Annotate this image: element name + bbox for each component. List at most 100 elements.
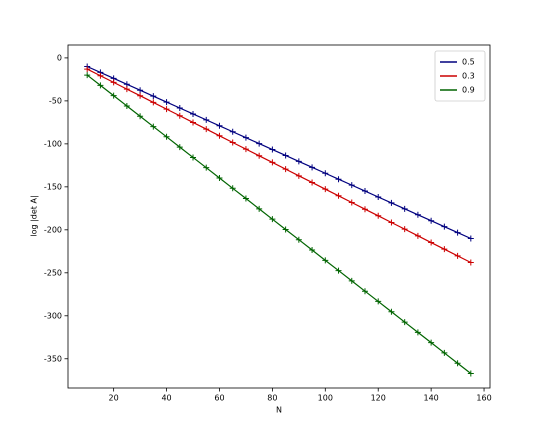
point-marker: [467, 259, 474, 266]
point-marker: [322, 186, 329, 193]
y-tick-label: -150: [44, 182, 62, 191]
point-marker: [414, 211, 421, 218]
point-marker: [348, 277, 355, 284]
point-marker: [467, 235, 474, 242]
point-marker: [229, 185, 236, 192]
point-marker: [203, 164, 210, 171]
y-tick-label: -250: [44, 268, 62, 277]
point-marker: [282, 226, 289, 233]
series-line: [86, 74, 472, 374]
point-marker: [256, 140, 263, 147]
point-marker: [97, 82, 104, 89]
y-tick-label: 0: [57, 53, 62, 62]
point-marker: [216, 174, 223, 181]
point-marker: [388, 199, 395, 206]
point-marker: [414, 329, 421, 336]
legend-label: 0.3: [462, 72, 475, 81]
series-line: [86, 65, 472, 240]
point-marker: [295, 236, 302, 243]
point-marker: [295, 172, 302, 179]
point-marker: [163, 99, 170, 106]
point-marker: [163, 106, 170, 113]
point-marker: [348, 182, 355, 189]
point-marker: [269, 216, 276, 223]
point-marker: [428, 339, 435, 346]
point-marker: [401, 319, 408, 326]
x-tick-label: 80: [267, 394, 277, 403]
point-marker: [84, 66, 91, 73]
point-marker: [216, 122, 223, 129]
y-tick-label: -100: [44, 139, 62, 148]
point-marker: [375, 193, 382, 200]
point-marker: [309, 164, 316, 171]
x-tick-label: 140: [423, 394, 438, 403]
point-marker: [388, 219, 395, 226]
series-line: [86, 68, 472, 264]
point-marker: [163, 133, 170, 140]
point-marker: [401, 226, 408, 233]
x-tick-label: 160: [476, 394, 491, 403]
point-marker: [361, 188, 368, 195]
point-marker: [375, 298, 382, 305]
point-marker: [309, 247, 316, 254]
y-tick-label: -300: [44, 311, 62, 320]
point-marker: [190, 110, 197, 117]
point-marker: [322, 170, 329, 177]
point-marker: [150, 99, 157, 106]
point-marker: [335, 192, 342, 199]
y-tick-label: -200: [44, 225, 62, 234]
point-marker: [454, 252, 461, 259]
point-marker: [335, 267, 342, 274]
legend-box: [434, 50, 486, 102]
x-tick-label: 100: [318, 394, 333, 403]
point-marker: [335, 176, 342, 183]
point-marker: [190, 119, 197, 126]
x-axis-label: N: [276, 406, 282, 415]
point-marker: [84, 72, 91, 79]
point-marker: [388, 308, 395, 315]
point-marker: [282, 166, 289, 173]
point-marker: [176, 144, 183, 151]
point-marker: [414, 232, 421, 239]
point-marker: [269, 146, 276, 153]
x-tick-label: 120: [371, 394, 386, 403]
point-marker: [441, 223, 448, 230]
point-marker: [137, 92, 144, 99]
point-marker: [110, 79, 117, 86]
point-marker: [401, 205, 408, 212]
point-marker: [428, 239, 435, 246]
point-marker: [441, 246, 448, 253]
point-marker: [242, 146, 249, 153]
point-marker: [322, 257, 329, 264]
plot-frame: [67, 44, 491, 389]
point-marker: [216, 132, 223, 139]
point-marker: [454, 360, 461, 367]
point-marker: [97, 72, 104, 79]
point-marker: [348, 199, 355, 206]
point-marker: [309, 179, 316, 186]
point-marker: [441, 349, 448, 356]
x-tick-label: 60: [214, 394, 224, 403]
point-marker: [203, 116, 210, 123]
y-axis-label: log |det A|: [30, 195, 39, 236]
point-marker: [242, 134, 249, 141]
x-tick-label: 20: [109, 394, 119, 403]
y-tick-label: -350: [44, 354, 62, 363]
point-marker: [361, 206, 368, 213]
point-marker: [123, 86, 130, 93]
point-marker: [282, 152, 289, 159]
legend-label: 0.9: [462, 86, 475, 95]
point-marker: [110, 92, 117, 99]
point-marker: [269, 159, 276, 166]
point-marker: [123, 102, 130, 109]
point-marker: [137, 87, 144, 94]
point-marker: [295, 158, 302, 165]
legend-label: 0.5: [462, 58, 475, 67]
point-marker: [150, 93, 157, 100]
point-marker: [361, 288, 368, 295]
point-marker: [467, 370, 474, 377]
point-marker: [229, 139, 236, 146]
point-marker: [176, 105, 183, 112]
point-marker: [229, 128, 236, 135]
